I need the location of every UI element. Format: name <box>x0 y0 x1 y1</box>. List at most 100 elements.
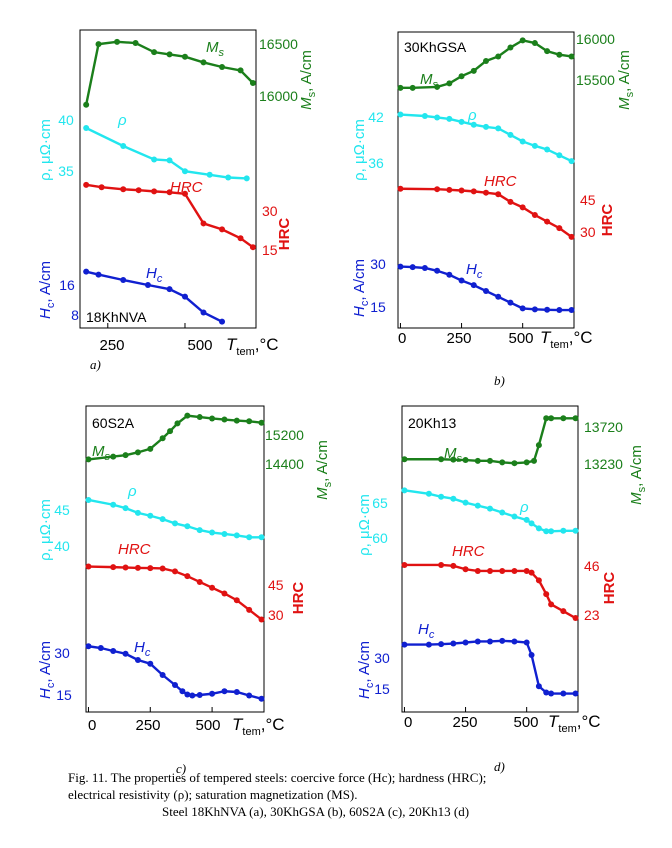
right-tick-Ms: 13230 <box>584 456 623 472</box>
x-tick-label: 500 <box>187 337 212 354</box>
right-axis-label-Ms: Ms, A/cm <box>616 50 636 110</box>
data-point-rho <box>531 142 538 149</box>
data-point-Hc <box>535 683 542 690</box>
data-point-HRC <box>249 244 256 251</box>
data-point-HRC <box>151 188 158 195</box>
series-HRC: HRC <box>83 179 256 251</box>
data-point-HRC <box>446 186 453 193</box>
data-point-Hc <box>528 652 535 658</box>
data-point-rho <box>120 143 127 149</box>
data-point-Hc <box>122 650 129 657</box>
data-point-Hc <box>144 282 151 288</box>
data-point-HRC <box>196 578 203 585</box>
data-point-Hc <box>548 690 555 697</box>
data-point-HRC <box>568 233 575 240</box>
left-tick-rho: 45 <box>54 502 70 518</box>
data-point-Hc <box>507 299 514 306</box>
right-tick-Ms: 16000 <box>259 88 298 104</box>
data-point-Hc <box>221 688 228 695</box>
x-tick-label: 500 <box>195 717 220 734</box>
data-point-Ms <box>401 456 408 463</box>
data-point-Hc <box>438 641 445 648</box>
data-point-rho <box>544 146 551 153</box>
data-point-HRC <box>233 597 240 604</box>
data-point-HRC <box>438 561 445 568</box>
data-point-HRC <box>535 577 542 584</box>
series-name-Hc: Hc <box>146 265 163 285</box>
chart-panel-3: 0 250 500 Ttem,°C c) 60S2A Ms ρ HRC Hc 30 15 45 40 152… <box>37 405 334 776</box>
data-point-Ms <box>174 420 181 427</box>
data-point-Hc <box>434 267 441 274</box>
data-point-Ms <box>531 40 538 47</box>
series-line-HRC <box>400 187 573 238</box>
data-point-rho <box>568 158 575 165</box>
data-point-Ms <box>397 84 404 91</box>
data-point-Hc <box>425 641 432 648</box>
data-point-rho <box>548 528 555 535</box>
left-axis-label-rho: ρ, μΩ·cm <box>37 499 54 561</box>
data-point-Ms <box>258 419 265 426</box>
data-point-HRC <box>543 591 550 598</box>
chart-panel-4: 0 250 500 Ttem,°C d) 20Kh13 Ms ρ HRC Hc 30 15 65 60 13… <box>356 405 648 774</box>
series-line-HRC <box>88 565 263 621</box>
data-point-Ms <box>219 64 226 70</box>
data-point-Hc <box>421 265 428 271</box>
left-tick-Hc: 30 <box>374 650 390 666</box>
data-point-rho <box>543 528 550 535</box>
data-point-rho <box>438 493 445 500</box>
x-tick-label: 250 <box>99 337 124 354</box>
data-point-rho <box>470 121 477 128</box>
data-point-HRC <box>110 564 117 571</box>
data-point-Hc <box>196 692 203 698</box>
right-tick-Ms: 14400 <box>265 456 304 472</box>
data-point-Ms <box>95 41 102 48</box>
data-point-Ms <box>122 452 129 459</box>
data-point-Ms <box>196 414 203 421</box>
data-point-Hc <box>179 688 186 695</box>
data-point-rho <box>166 157 173 164</box>
data-point-rho <box>225 174 232 181</box>
series-name-Hc: Hc <box>418 621 435 641</box>
x-tick-label: 0 <box>398 330 406 347</box>
x-tick-label: 0 <box>404 714 412 731</box>
data-point-rho <box>499 509 506 516</box>
data-point-rho <box>556 152 563 159</box>
data-point-HRC <box>560 608 567 615</box>
data-point-Hc <box>159 672 166 678</box>
series-Ms: Ms <box>401 415 579 467</box>
data-point-Hc <box>258 695 265 702</box>
data-point-HRC <box>483 189 489 196</box>
data-point-Hc <box>572 690 579 697</box>
series-name-Ms: Ms <box>444 445 463 465</box>
series-rho: ρ <box>83 112 250 182</box>
data-point-HRC <box>450 562 457 569</box>
left-axis-label-rho: ρ, μΩ·cm <box>351 119 368 181</box>
series-Ms: Ms <box>397 37 575 91</box>
data-point-Ms <box>237 67 244 74</box>
data-point-rho <box>181 168 188 175</box>
data-point-Ms <box>523 459 530 466</box>
data-point-HRC <box>507 198 514 205</box>
series-HRC: HRC <box>85 541 265 623</box>
data-point-Ms <box>483 57 489 64</box>
data-point-HRC <box>572 615 579 622</box>
data-point-rho <box>507 131 514 138</box>
data-point-Hc <box>474 638 481 645</box>
data-point-rho <box>458 118 465 125</box>
right-tick-HRC: 15 <box>262 242 278 258</box>
left-tick-rho: 42 <box>368 109 384 125</box>
data-point-rho <box>446 115 453 122</box>
data-point-HRC <box>495 191 502 198</box>
data-point-rho <box>184 523 191 530</box>
data-point-HRC <box>511 567 518 574</box>
data-point-Ms <box>434 83 441 90</box>
data-point-HRC <box>556 225 563 232</box>
series-Ms: Ms <box>85 412 265 463</box>
right-tick-Ms: 16000 <box>576 31 615 47</box>
series-name-Hc: Hc <box>134 639 151 659</box>
data-point-rho <box>421 113 428 119</box>
data-point-Ms <box>572 415 579 422</box>
data-point-Hc <box>166 286 173 293</box>
data-point-HRC <box>209 584 216 591</box>
